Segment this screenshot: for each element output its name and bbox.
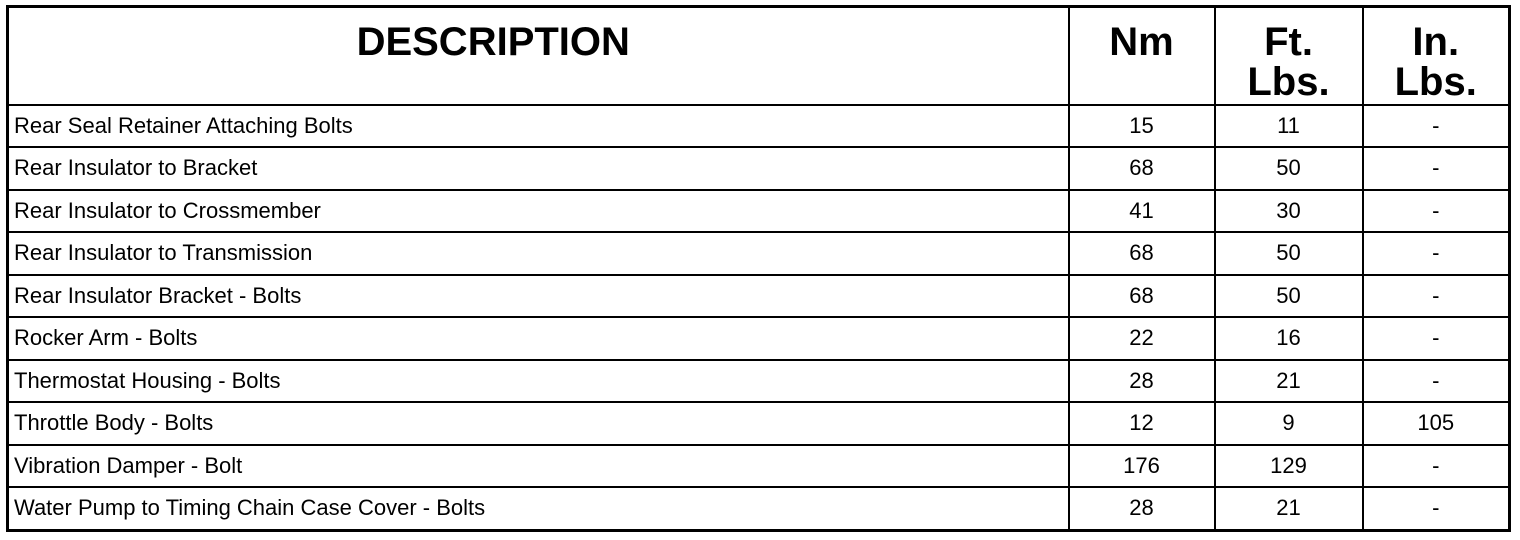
cell-in-lbs: -	[1361, 103, 1511, 148]
cell-in-lbs: -	[1361, 188, 1511, 233]
cell-in-lbs: -	[1361, 146, 1511, 191]
header-nm: Nm	[1067, 5, 1216, 106]
header-row: DESCRIPTION Nm Ft. Lbs. In. Lbs.	[6, 5, 1511, 106]
cell-nm: 176	[1067, 443, 1216, 488]
cell-in-lbs: -	[1361, 486, 1511, 531]
cell-in-lbs: -	[1361, 358, 1511, 403]
table-row: Rear Insulator to Transmission 68 50-	[6, 231, 1511, 276]
cell-ft-lbs: 9	[1213, 401, 1364, 446]
cell-description: Rear Insulator to Bracket	[6, 146, 1070, 191]
cell-description: Water Pump to Timing Chain Case Cover - …	[6, 486, 1070, 531]
cell-ft-lbs: 11	[1213, 103, 1364, 148]
cell-in-lbs: -	[1361, 273, 1511, 318]
cell-nm: 15	[1067, 103, 1216, 148]
cell-ft-lbs: 30	[1213, 188, 1364, 233]
header-ft-lbs: Ft. Lbs.	[1213, 5, 1364, 106]
cell-nm: 68	[1067, 273, 1216, 318]
cell-description: Rear Insulator Bracket - Bolts	[6, 273, 1070, 318]
table-row: Thermostat Housing - Bolts 28 21-	[6, 358, 1511, 403]
cell-ft-lbs: 50	[1213, 146, 1364, 191]
header-in-lbs: In. Lbs.	[1361, 5, 1511, 106]
cell-in-lbs: -	[1361, 443, 1511, 488]
table-row: Throttle Body - Bolts 12 9 105	[6, 401, 1511, 446]
cell-description: Rear Insulator to Crossmember	[6, 188, 1070, 233]
cell-ft-lbs: 21	[1213, 358, 1364, 403]
cell-description: Vibration Damper - Bolt	[6, 443, 1070, 488]
table-row: Rear Insulator Bracket - Bolts 68 50-	[6, 273, 1511, 318]
cell-ft-lbs: 16	[1213, 316, 1364, 361]
cell-ft-lbs: 21	[1213, 486, 1364, 531]
cell-ft-lbs: 50	[1213, 273, 1364, 318]
cell-nm: 68	[1067, 146, 1216, 191]
table-row: Rocker Arm - Bolts 22 16-	[6, 316, 1511, 361]
cell-nm: 28	[1067, 486, 1216, 531]
cell-nm: 68	[1067, 231, 1216, 276]
cell-description: Throttle Body - Bolts	[6, 401, 1070, 446]
cell-description: Rear Insulator to Transmission	[6, 231, 1070, 276]
cell-in-lbs: -	[1361, 316, 1511, 361]
table-row: Water Pump to Timing Chain Case Cover - …	[6, 486, 1511, 531]
cell-description: Rocker Arm - Bolts	[6, 316, 1070, 361]
cell-in-lbs: 105	[1361, 401, 1511, 446]
header-description: DESCRIPTION	[6, 5, 1070, 106]
cell-nm: 41	[1067, 188, 1216, 233]
cell-ft-lbs: 129	[1213, 443, 1364, 488]
cell-nm: 28	[1067, 358, 1216, 403]
cell-nm: 22	[1067, 316, 1216, 361]
cell-in-lbs: -	[1361, 231, 1511, 276]
table-row: Vibration Damper - Bolt 176 129-	[6, 443, 1511, 488]
cell-nm: 12	[1067, 401, 1216, 446]
table-row: Rear Insulator to Bracket 68 50-	[6, 146, 1511, 191]
table-row: Rear Seal Retainer Attaching Bolts 15 11-	[6, 103, 1511, 148]
torque-spec-table: DESCRIPTION Nm Ft. Lbs. In. Lbs. Rear Se…	[6, 5, 1511, 532]
cell-description: Rear Seal Retainer Attaching Bolts	[6, 103, 1070, 148]
cell-ft-lbs: 50	[1213, 231, 1364, 276]
cell-description: Thermostat Housing - Bolts	[6, 358, 1070, 403]
table-row: Rear Insulator to Crossmember 41 30-	[6, 188, 1511, 233]
